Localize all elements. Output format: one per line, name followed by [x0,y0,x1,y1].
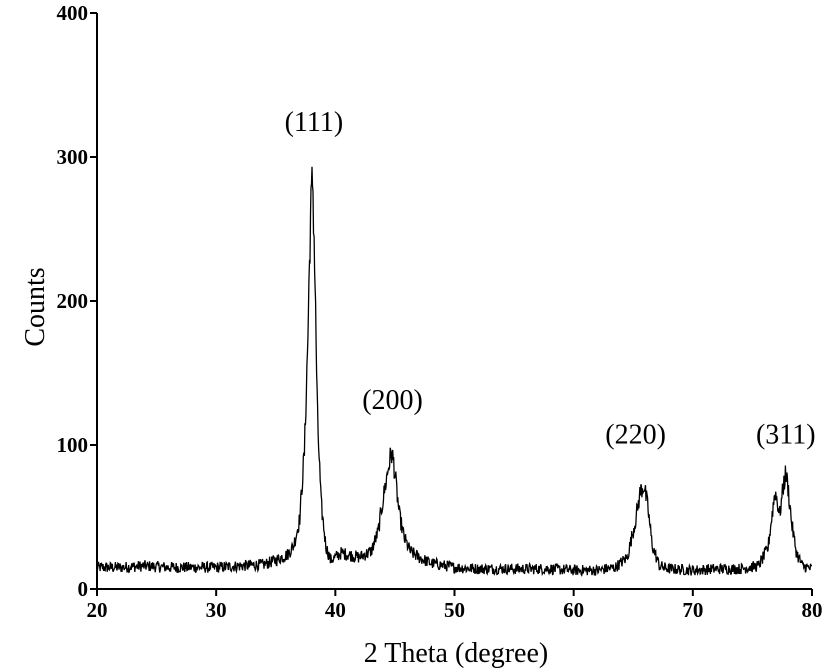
y-axis-title: Counts [20,267,51,346]
plot-layer [96,166,813,577]
peak-label: (111) [285,107,344,138]
x-tick-label: 20 [87,598,108,622]
x-tick-label: 80 [802,598,823,622]
y-tick-label: 300 [57,145,89,169]
y-tick-label: 0 [78,577,89,601]
y-tick-label: 200 [57,289,89,313]
annotation-layer: (111) (200) (220) (311) [285,107,816,450]
peak-label: (220) [605,420,666,451]
y-tick-label: 100 [57,433,89,457]
x-tick-label: 50 [444,598,465,622]
peak-label: (311) [756,420,816,451]
xrd-pattern-line [96,166,813,577]
peak-label: (200) [362,385,423,416]
x-tick-label: 60 [563,598,584,622]
x-tick-label: 40 [325,598,346,622]
x-tick-label: 30 [206,598,227,622]
x-axis-title: 2 Theta (degree) [364,638,549,669]
axes-layer: 20 30 40 50 60 70 80 0 100 200 300 400 [57,1,823,622]
x-tick-label: 70 [682,598,703,622]
y-tick-label: 400 [57,1,89,25]
